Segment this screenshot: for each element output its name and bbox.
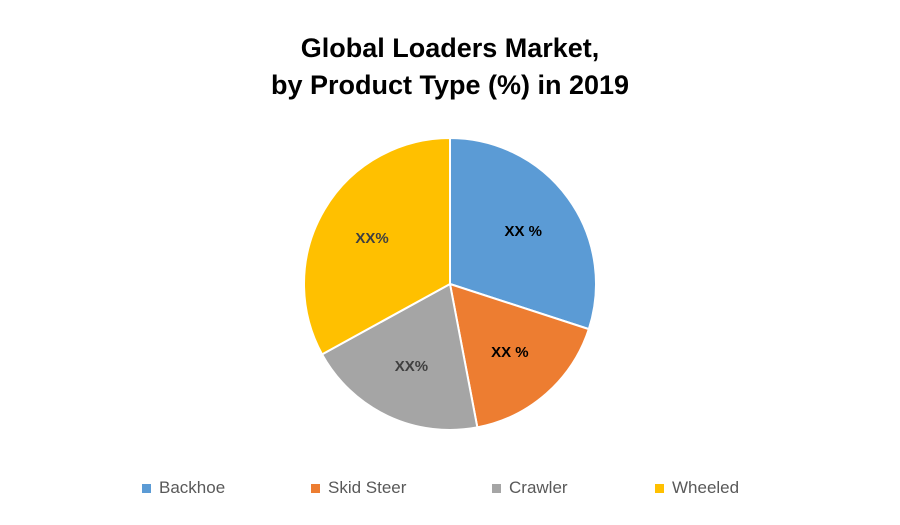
legend-item-backhoe: Backhoe [142,478,225,498]
legend-item-wheeled: Wheeled [655,478,739,498]
slice-label-skid-steer: XX % [491,344,529,361]
slice-label-crawler: XX% [395,358,428,375]
legend-item-crawler: Crawler [492,478,568,498]
chart-legend: Backhoe Skid Steer Crawler Wheeled [0,478,900,502]
legend-swatch-crawler [492,483,501,493]
pie-slice-backhoe [449,137,597,331]
legend-label-skid-steer: Skid Steer [328,478,407,497]
legend-label-wheeled: Wheeled [672,478,740,497]
slice-label-wheeled: XX% [355,230,388,247]
slice-label-backhoe: XX % [504,223,542,240]
chart-title: Global Loaders Market, by Product Type (… [0,30,900,104]
legend-item-skid-steer: Skid Steer [311,478,406,498]
chart-title-line-2: by Product Type (%) in 2019 [270,70,630,100]
chart-title-line-1: Global Loaders Market, [300,33,600,63]
pie-slice-skid-steer [449,283,590,429]
legend-swatch-skid-steer [311,483,320,493]
pie-slice-wheeled [303,137,451,356]
legend-label-backhoe: Backhoe [159,478,226,497]
pie-slice-crawler [321,283,479,431]
legend-label-crawler: Crawler [509,478,568,497]
legend-swatch-backhoe [142,483,151,493]
legend-swatch-wheeled [655,483,664,493]
